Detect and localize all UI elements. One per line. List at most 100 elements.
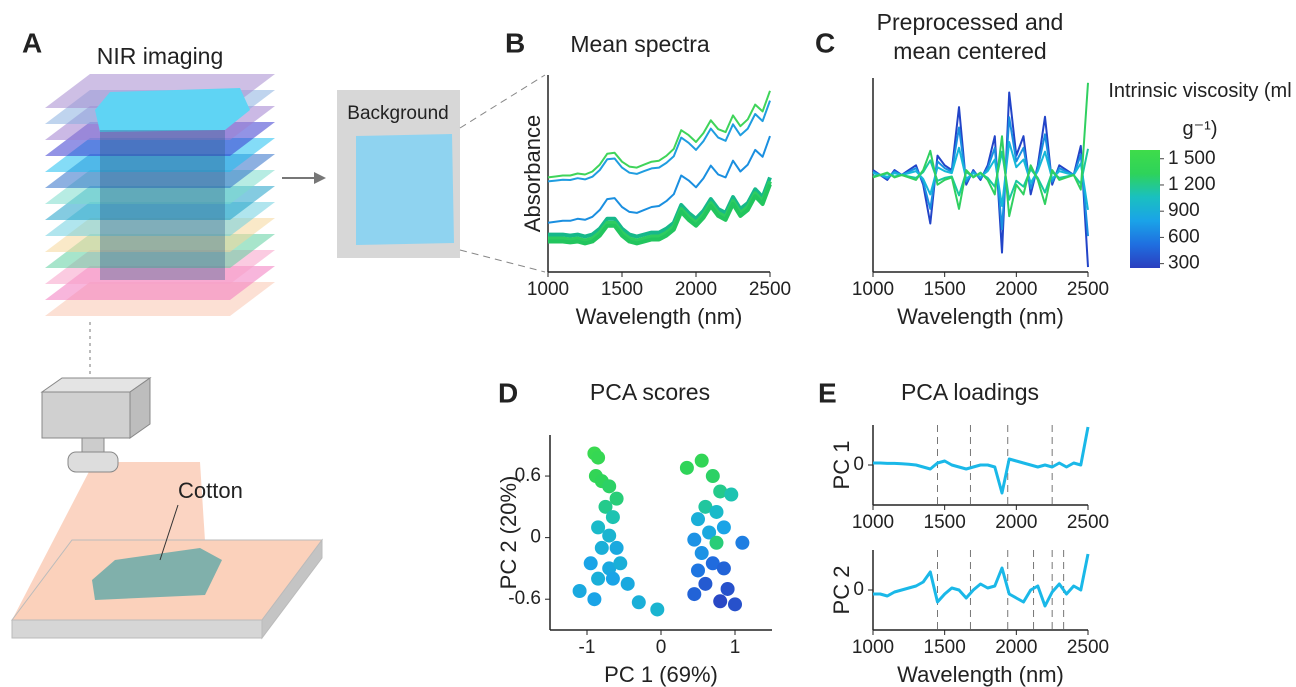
scatter-point <box>609 540 624 555</box>
scatter-point <box>698 499 713 514</box>
y-axis-label: Absorbance <box>520 115 545 232</box>
chart-title: Mean spectra <box>570 31 710 57</box>
y-tick-label: 0 <box>853 579 864 600</box>
x-tick-label: 1000 <box>852 279 894 300</box>
x-tick-label: 2000 <box>995 279 1037 300</box>
cotton-core <box>100 130 225 280</box>
x-axis-label: Wavelength (nm) <box>897 304 1064 329</box>
x-tick-label: 1000 <box>527 279 569 300</box>
scatter-point <box>594 540 609 555</box>
panel-label: C <box>815 27 835 58</box>
colorbar-title: Intrinsic viscosity (ml g⁻¹) <box>1108 80 1292 140</box>
colorbar-tick-label: 1 200 <box>1168 174 1216 195</box>
x-tick-label: 1 <box>730 637 741 658</box>
scatter-point <box>687 587 702 602</box>
x-tick-label: -1 <box>579 637 596 658</box>
series-line <box>872 82 1089 218</box>
series-line <box>872 116 1089 237</box>
scatter-point <box>724 487 739 502</box>
series-line <box>547 90 771 179</box>
scatter-point <box>609 491 624 506</box>
colorbar-tick-label: 600 <box>1168 226 1200 247</box>
sample-label: Cotton <box>178 478 243 503</box>
x-tick-label: 0 <box>656 637 667 658</box>
scatter-point <box>728 597 742 612</box>
scatter-point <box>713 484 728 499</box>
lens <box>81 437 105 453</box>
scatter-point <box>605 510 620 525</box>
series-line <box>547 100 771 183</box>
scatter-point <box>602 479 617 494</box>
x-tick-label: 2000 <box>995 637 1037 658</box>
leader <box>159 504 179 561</box>
series-line <box>873 426 1090 495</box>
x-tick-label: 2500 <box>1067 279 1109 300</box>
scatter-point <box>709 535 724 550</box>
scatter-point <box>591 571 606 586</box>
panel-label: A <box>22 27 42 58</box>
cotton-top <box>95 88 250 132</box>
scatter-point <box>705 469 720 484</box>
background-sample <box>356 134 454 245</box>
scatter-point <box>572 584 587 598</box>
panel-label: D <box>498 377 518 408</box>
x-tick-label: 1000 <box>852 637 894 658</box>
colorbar-tick-label: 300 <box>1168 253 1200 274</box>
y-tick-label: 0 <box>530 527 541 548</box>
scatter-point <box>605 571 620 586</box>
scatter-point <box>620 576 635 591</box>
panel-label: E <box>818 377 837 408</box>
scatter-point <box>613 556 628 571</box>
scatter-point <box>591 450 606 465</box>
chart-title: PCA scores <box>589 379 711 405</box>
scatter-point <box>679 460 694 475</box>
cotton <box>92 548 222 600</box>
scatter-point <box>691 512 705 527</box>
panel-label: B <box>505 27 525 58</box>
colorbar-tick-label: 1 500 <box>1168 148 1216 169</box>
zoom-line <box>459 74 546 129</box>
colorbar <box>1130 150 1160 268</box>
colorbar-tick-label: 900 <box>1168 200 1200 221</box>
background-label: Background <box>347 103 448 124</box>
x-axis-label: Wavelength (nm) <box>897 662 1064 687</box>
series-line <box>872 141 1089 211</box>
plate-side <box>261 538 323 640</box>
x-tick-label: 1500 <box>601 279 643 300</box>
x-tick-label: 2500 <box>1067 512 1109 533</box>
scatter-point <box>698 576 713 591</box>
scatter-point <box>705 556 720 571</box>
scatter-point <box>709 504 724 519</box>
y-axis-label: PC 2 (20%) <box>496 476 521 590</box>
scatter-point <box>702 525 717 540</box>
x-tick-label: 2000 <box>995 512 1037 533</box>
x-tick-label: 1000 <box>852 512 894 533</box>
camera-body <box>41 391 131 439</box>
y-tick-label: 0.6 <box>515 465 541 486</box>
x-axis-label: PC 1 (69%) <box>604 662 718 687</box>
y-tick-label: 0 <box>853 454 864 475</box>
x-tick-label: 2000 <box>675 279 717 300</box>
x-tick-label: 1500 <box>924 512 966 533</box>
chart-title: Preprocessed and mean centered <box>876 9 1064 64</box>
scatter-point <box>694 546 709 561</box>
series-line <box>547 135 771 224</box>
scatter-point <box>735 535 750 550</box>
scatter-point <box>691 563 705 578</box>
x-tick-label: 2500 <box>1067 637 1109 658</box>
zoom-line <box>459 249 546 273</box>
camera-side <box>129 377 151 439</box>
series-line <box>873 553 1090 608</box>
scatter-point <box>716 520 731 535</box>
scatter-point <box>583 556 598 571</box>
diagram: A NIR imaging Cotton Background <box>11 27 546 640</box>
scatter-point <box>716 561 731 576</box>
y-axis-label: PC 2 <box>829 566 854 615</box>
series-line <box>548 180 772 243</box>
x-axis-label: Wavelength (nm) <box>576 304 743 329</box>
y-tick-label: -0.6 <box>508 588 541 609</box>
scatter-point <box>598 499 613 514</box>
scatter-point <box>631 595 646 610</box>
y-axis-label: PC 1 <box>829 441 854 490</box>
